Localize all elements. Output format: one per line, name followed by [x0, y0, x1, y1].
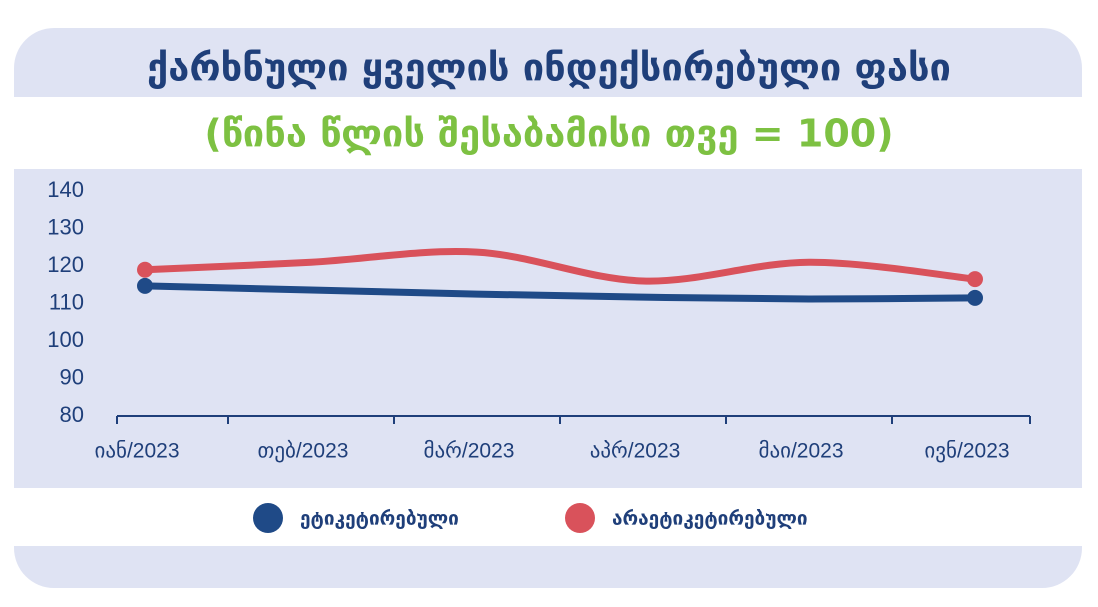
- y-tick-label: 120: [47, 252, 84, 277]
- legend-band: [14, 488, 1082, 546]
- end-marker: [137, 261, 153, 278]
- series-line: [141, 248, 979, 285]
- y-tick-label: 100: [47, 327, 84, 352]
- x-tick-label: თებ/2023: [258, 440, 349, 463]
- end-marker: [967, 289, 983, 306]
- y-tick-label: 110: [49, 289, 84, 314]
- end-marker: [137, 277, 153, 294]
- legend-marker: [565, 503, 595, 533]
- x-tick-label: იან/2023: [94, 440, 179, 463]
- chart-subtitle: (წინა წლის შესაბამისი თვე = 100): [204, 112, 893, 156]
- x-tick-label: აპრ/2023: [590, 440, 681, 463]
- y-tick-label: 140: [47, 177, 84, 202]
- y-tick-label: 130: [47, 214, 84, 239]
- legend-label: არაეტიკეტირებული: [612, 508, 808, 530]
- x-tick-label: მარ/2023: [424, 440, 515, 463]
- legend-marker: [253, 503, 283, 533]
- y-tick-label: 90: [60, 364, 84, 389]
- series-line: [141, 282, 979, 303]
- legend-label: ეტიკეტირებული: [300, 508, 459, 530]
- chart-title: ქარხნული ყველის ინდექსირებული ფასი: [147, 46, 951, 90]
- y-tick-label: 80: [60, 402, 84, 427]
- x-tick-label: მაი/2023: [758, 440, 843, 463]
- subtitle-band: [14, 97, 1082, 169]
- x-tick-label: ივნ/2023: [924, 440, 1009, 463]
- end-marker: [967, 271, 983, 288]
